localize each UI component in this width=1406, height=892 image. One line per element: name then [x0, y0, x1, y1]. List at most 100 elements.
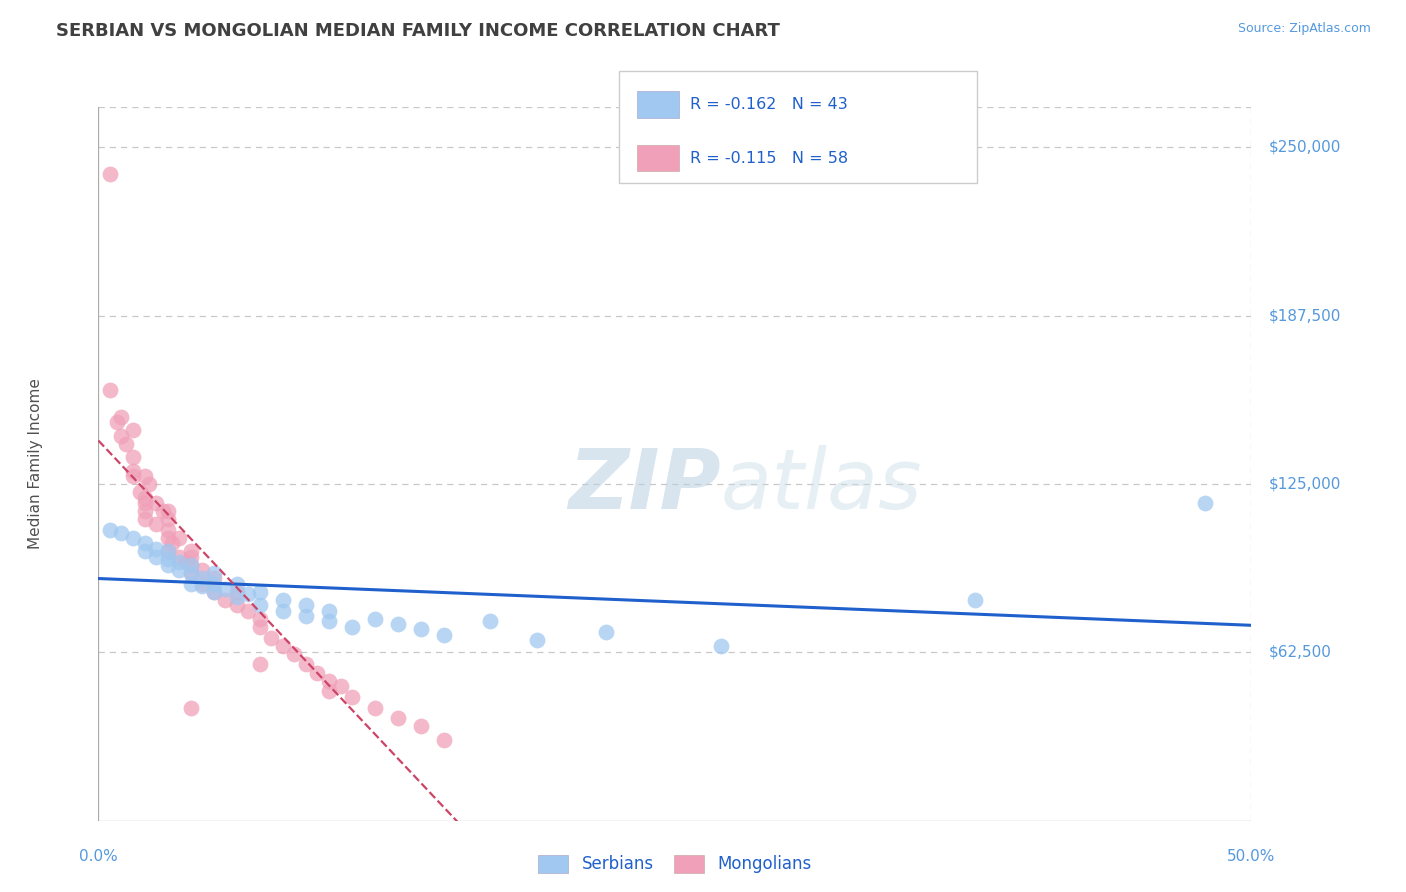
Point — [156, 544, 179, 558]
Point — [202, 571, 225, 585]
Point — [180, 566, 202, 580]
Point — [145, 541, 167, 556]
Point — [271, 604, 294, 618]
Point — [191, 571, 214, 585]
Point — [364, 700, 387, 714]
Point — [129, 485, 152, 500]
Point — [134, 469, 156, 483]
Point — [364, 612, 387, 626]
Text: 50.0%: 50.0% — [1227, 849, 1275, 864]
Point — [122, 469, 145, 483]
Point — [249, 598, 271, 612]
Point — [167, 549, 190, 564]
Point — [433, 628, 456, 642]
Point — [295, 598, 318, 612]
Point — [283, 647, 305, 661]
Point — [271, 639, 294, 653]
Point — [202, 584, 225, 599]
Point — [174, 555, 197, 569]
Point — [318, 684, 340, 698]
Text: atlas: atlas — [721, 445, 922, 525]
Point — [191, 563, 214, 577]
Point — [411, 623, 433, 637]
Point — [963, 592, 986, 607]
Point — [329, 679, 352, 693]
Point — [249, 612, 271, 626]
Point — [411, 719, 433, 733]
Point — [387, 617, 409, 632]
Point — [318, 604, 340, 618]
Point — [479, 615, 502, 629]
Point — [134, 504, 156, 518]
Text: $62,500: $62,500 — [1268, 645, 1331, 660]
Point — [180, 549, 202, 564]
Point — [191, 576, 214, 591]
Point — [110, 409, 132, 424]
Point — [98, 383, 121, 397]
Point — [295, 609, 318, 624]
Point — [180, 566, 202, 580]
Point — [134, 491, 156, 505]
Point — [225, 590, 247, 604]
Point — [156, 531, 179, 545]
Point — [134, 544, 156, 558]
Point — [105, 415, 128, 429]
Point — [122, 531, 145, 545]
Point — [387, 711, 409, 725]
Text: $125,000: $125,000 — [1268, 476, 1341, 491]
Point — [214, 582, 236, 596]
Point — [134, 512, 156, 526]
Point — [271, 592, 294, 607]
Point — [307, 665, 329, 680]
Point — [260, 631, 283, 645]
Point — [340, 690, 363, 704]
Point — [225, 576, 247, 591]
Point — [156, 552, 179, 566]
Point — [225, 584, 247, 599]
Point — [191, 579, 214, 593]
Point — [526, 633, 548, 648]
Point — [122, 464, 145, 478]
Point — [202, 566, 225, 580]
Point — [134, 496, 156, 510]
Point — [238, 587, 260, 601]
Point — [249, 620, 271, 634]
Point — [318, 615, 340, 629]
Point — [167, 531, 190, 545]
Point — [156, 544, 179, 558]
Point — [156, 523, 179, 537]
Text: $187,500: $187,500 — [1268, 309, 1341, 323]
Point — [156, 504, 179, 518]
Point — [295, 657, 318, 672]
Point — [160, 536, 183, 550]
Point — [145, 517, 167, 532]
Point — [180, 558, 202, 572]
Point — [249, 657, 271, 672]
Point — [122, 423, 145, 437]
Point — [238, 604, 260, 618]
Text: 0.0%: 0.0% — [79, 849, 118, 864]
Point — [180, 544, 202, 558]
Point — [152, 504, 174, 518]
Point — [433, 732, 456, 747]
Point — [710, 639, 733, 653]
Point — [214, 592, 236, 607]
Point — [167, 563, 190, 577]
Text: ZIP: ZIP — [568, 445, 721, 525]
Point — [122, 450, 145, 464]
Point — [180, 700, 202, 714]
Point — [156, 512, 179, 526]
Point — [1194, 496, 1216, 510]
Point — [110, 525, 132, 540]
Text: Median Family Income: Median Family Income — [28, 378, 42, 549]
Point — [180, 576, 202, 591]
Point — [318, 673, 340, 688]
Point — [138, 477, 160, 491]
Point — [156, 558, 179, 572]
Point — [98, 523, 121, 537]
Legend: Serbians, Mongolians: Serbians, Mongolians — [531, 848, 818, 880]
Point — [110, 428, 132, 442]
Point — [167, 555, 190, 569]
Point — [225, 598, 247, 612]
Text: R = -0.162   N = 43: R = -0.162 N = 43 — [690, 97, 848, 112]
